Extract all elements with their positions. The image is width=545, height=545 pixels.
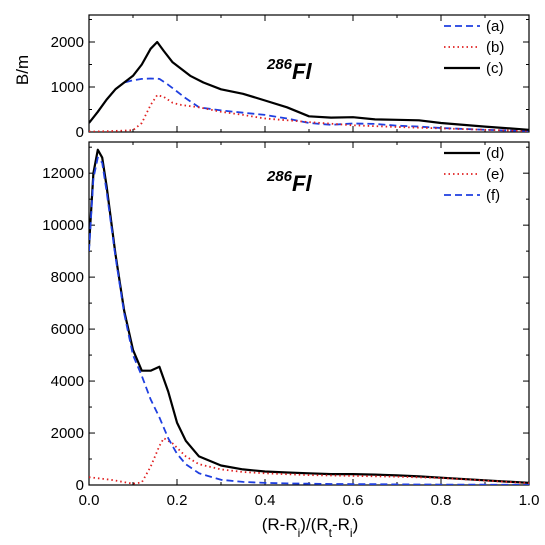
y-tick-label: 6000 xyxy=(51,321,84,338)
x-tick-label: 0.6 xyxy=(343,492,364,509)
legend-label: (f) xyxy=(486,187,500,204)
legend-label: (b) xyxy=(486,39,504,56)
nuclide-label-top: 286Fl xyxy=(266,56,312,84)
series-line-f xyxy=(89,156,529,485)
series-line-c xyxy=(89,40,529,131)
y-tick-label: 4000 xyxy=(51,373,84,390)
y-tick-label: 1000 xyxy=(51,79,84,96)
nuclide-label-bottom: 286Fl xyxy=(266,168,312,196)
panel-top: 0 1000 2000 (a) (b) (c) xyxy=(51,14,530,141)
legend-label: (e) xyxy=(486,166,504,183)
legend-label: (d) xyxy=(486,145,504,162)
y-tick-label: 8000 xyxy=(51,269,84,286)
legend-label: (c) xyxy=(486,60,504,77)
y-tick-label: 0 xyxy=(76,124,84,141)
series-line-b xyxy=(89,94,529,132)
y-axis-title: B/m xyxy=(13,55,32,85)
series-line-d xyxy=(89,148,529,484)
x-tick-label: 0.8 xyxy=(431,492,452,509)
y-tick-label: 2000 xyxy=(51,425,84,442)
x-tick-label: 0.0 xyxy=(79,492,100,509)
series-line-a xyxy=(89,77,529,132)
x-tick-label: 0.4 xyxy=(255,492,276,509)
x-tick-label: 0.2 xyxy=(167,492,188,509)
y-tick-label: 10000 xyxy=(42,217,84,234)
y-tick-label: 12000 xyxy=(42,165,84,182)
panel-bottom: 0 2000 4000 6000 8000 10000 12000 0.0 0.2 0.4 0.6 0… xyxy=(42,141,540,509)
y-tick-label: 0 xyxy=(76,477,84,494)
legend-label: (a) xyxy=(486,18,504,35)
series-line-e xyxy=(89,437,529,485)
x-tick-label: 1.0 xyxy=(519,492,540,509)
y-tick-label: 2000 xyxy=(51,34,84,51)
x-axis-title: (R-Ri)/(Rt-Ri) xyxy=(262,515,359,540)
